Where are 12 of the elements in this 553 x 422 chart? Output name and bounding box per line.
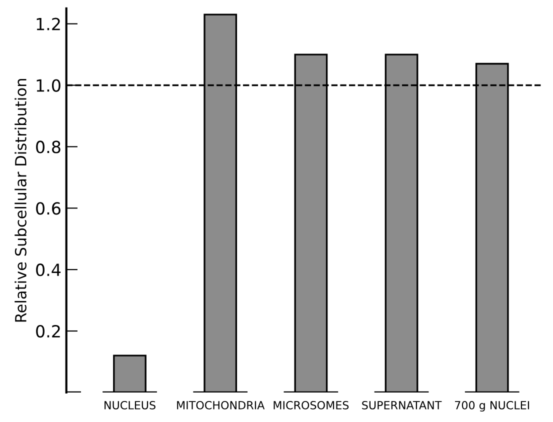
x-tick-label: SUPERNATANT: [362, 400, 442, 410]
y-tick-label: 0.4: [36, 264, 61, 276]
y-tick-label: 0.2: [36, 324, 60, 338]
y-tick-label: 1.0: [36, 79, 60, 92]
y-tick-label: 1.2: [36, 18, 60, 30]
y-tick-label: 0.8: [36, 140, 60, 154]
y-tick-label: 0.6: [36, 202, 60, 215]
x-tick-label: MICROSOMES: [274, 400, 349, 410]
y-axis-title: Relative Subcellular Distribution: [14, 79, 26, 322]
x-tick-label: 700 g NUCLEI: [455, 400, 530, 412]
x-tick-label: MITOCHONDRIA: [177, 400, 265, 410]
x-tick-label: NUCLEUS: [104, 400, 156, 410]
